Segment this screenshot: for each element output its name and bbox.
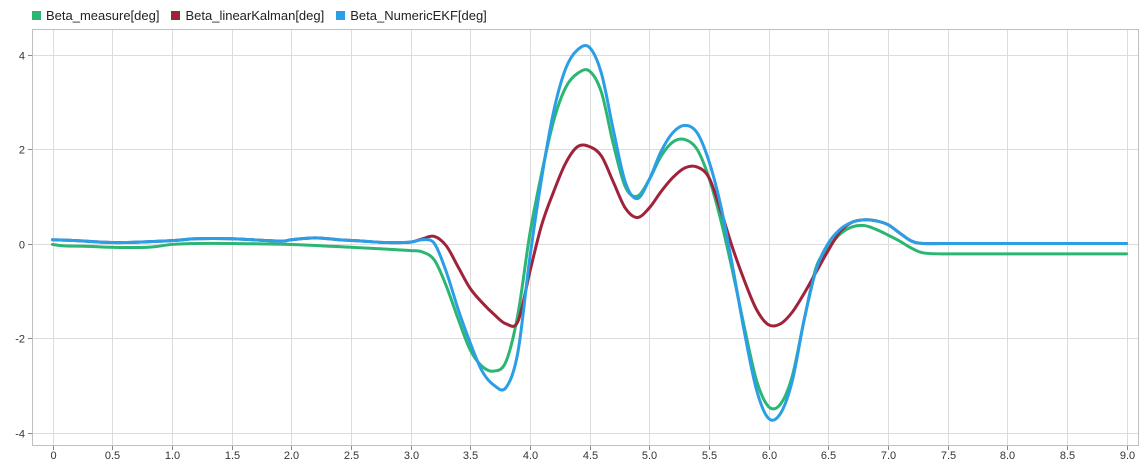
y-tick-label: -2 <box>15 334 25 346</box>
x-tick-label: 0.5 <box>105 450 120 460</box>
y-tick-label: 2 <box>19 145 25 157</box>
x-tick-label: 7.0 <box>881 450 896 460</box>
x-tick-label: 8.5 <box>1060 450 1075 460</box>
x-tick-label: 7.5 <box>941 450 956 460</box>
legend-label-beta-numeric-ekf: Beta_NumericEKF[deg] <box>350 7 487 23</box>
legend-item-beta-measure[interactable]: Beta_measure[deg] <box>32 8 159 23</box>
legend-item-beta-numeric-ekf[interactable]: Beta_NumericEKF[deg] <box>336 8 487 23</box>
legend-item-beta-linear-kalman[interactable]: Beta_linearKalman[deg] <box>171 8 324 23</box>
y-tick-label: -4 <box>15 429 25 441</box>
x-tick-label: 9.0 <box>1120 450 1135 460</box>
x-tick-label: 5.0 <box>642 450 657 460</box>
series-line-beta-numeric-ekf <box>51 43 1128 422</box>
x-tick-label: 2.0 <box>284 450 299 460</box>
x-tick-label: 1.5 <box>225 450 240 460</box>
legend-label-beta-measure: Beta_measure[deg] <box>46 7 160 23</box>
plot-frame <box>32 29 1139 446</box>
x-tick-label: 4.5 <box>583 450 598 460</box>
x-tick-label: 0 <box>50 450 56 460</box>
x-tick-label: 1.0 <box>165 450 180 460</box>
y-tick-label: 4 <box>19 51 25 63</box>
series-line-beta-linear-kalman <box>51 143 1128 328</box>
x-tick-label: 4.0 <box>523 450 538 460</box>
x-tick-label: 3.0 <box>404 450 419 460</box>
chart-grid <box>32 29 1139 446</box>
legend-label-beta-linear-kalman: Beta_linearKalman[deg] <box>185 7 325 23</box>
x-tick-label: 5.5 <box>702 450 717 460</box>
legend-swatch-beta-measure <box>32 10 41 20</box>
legend-swatch-beta-numeric-ekf <box>336 10 346 20</box>
x-tick-label: 8.0 <box>1000 450 1015 460</box>
x-tick-label: 3.5 <box>463 450 478 460</box>
axis-layer: 0 0.5 1.0 1.5 2.0 2.5 3.0 3.5 4.0 4.5 5.0 5.5 6.0 6.5… <box>15 51 1135 460</box>
series-layer <box>51 43 1128 422</box>
series-line-beta-measure <box>51 68 1128 411</box>
x-tick-label: 6.5 <box>821 450 836 460</box>
legend-swatch-beta-linear-kalman <box>171 10 181 20</box>
x-tick-label: 2.5 <box>344 450 359 460</box>
x-tick-label: 6.0 <box>762 450 777 460</box>
chart-legend: Beta_measure[deg] Beta_linearKalman[deg]… <box>32 6 499 24</box>
y-tick-label: 0 <box>19 240 25 252</box>
